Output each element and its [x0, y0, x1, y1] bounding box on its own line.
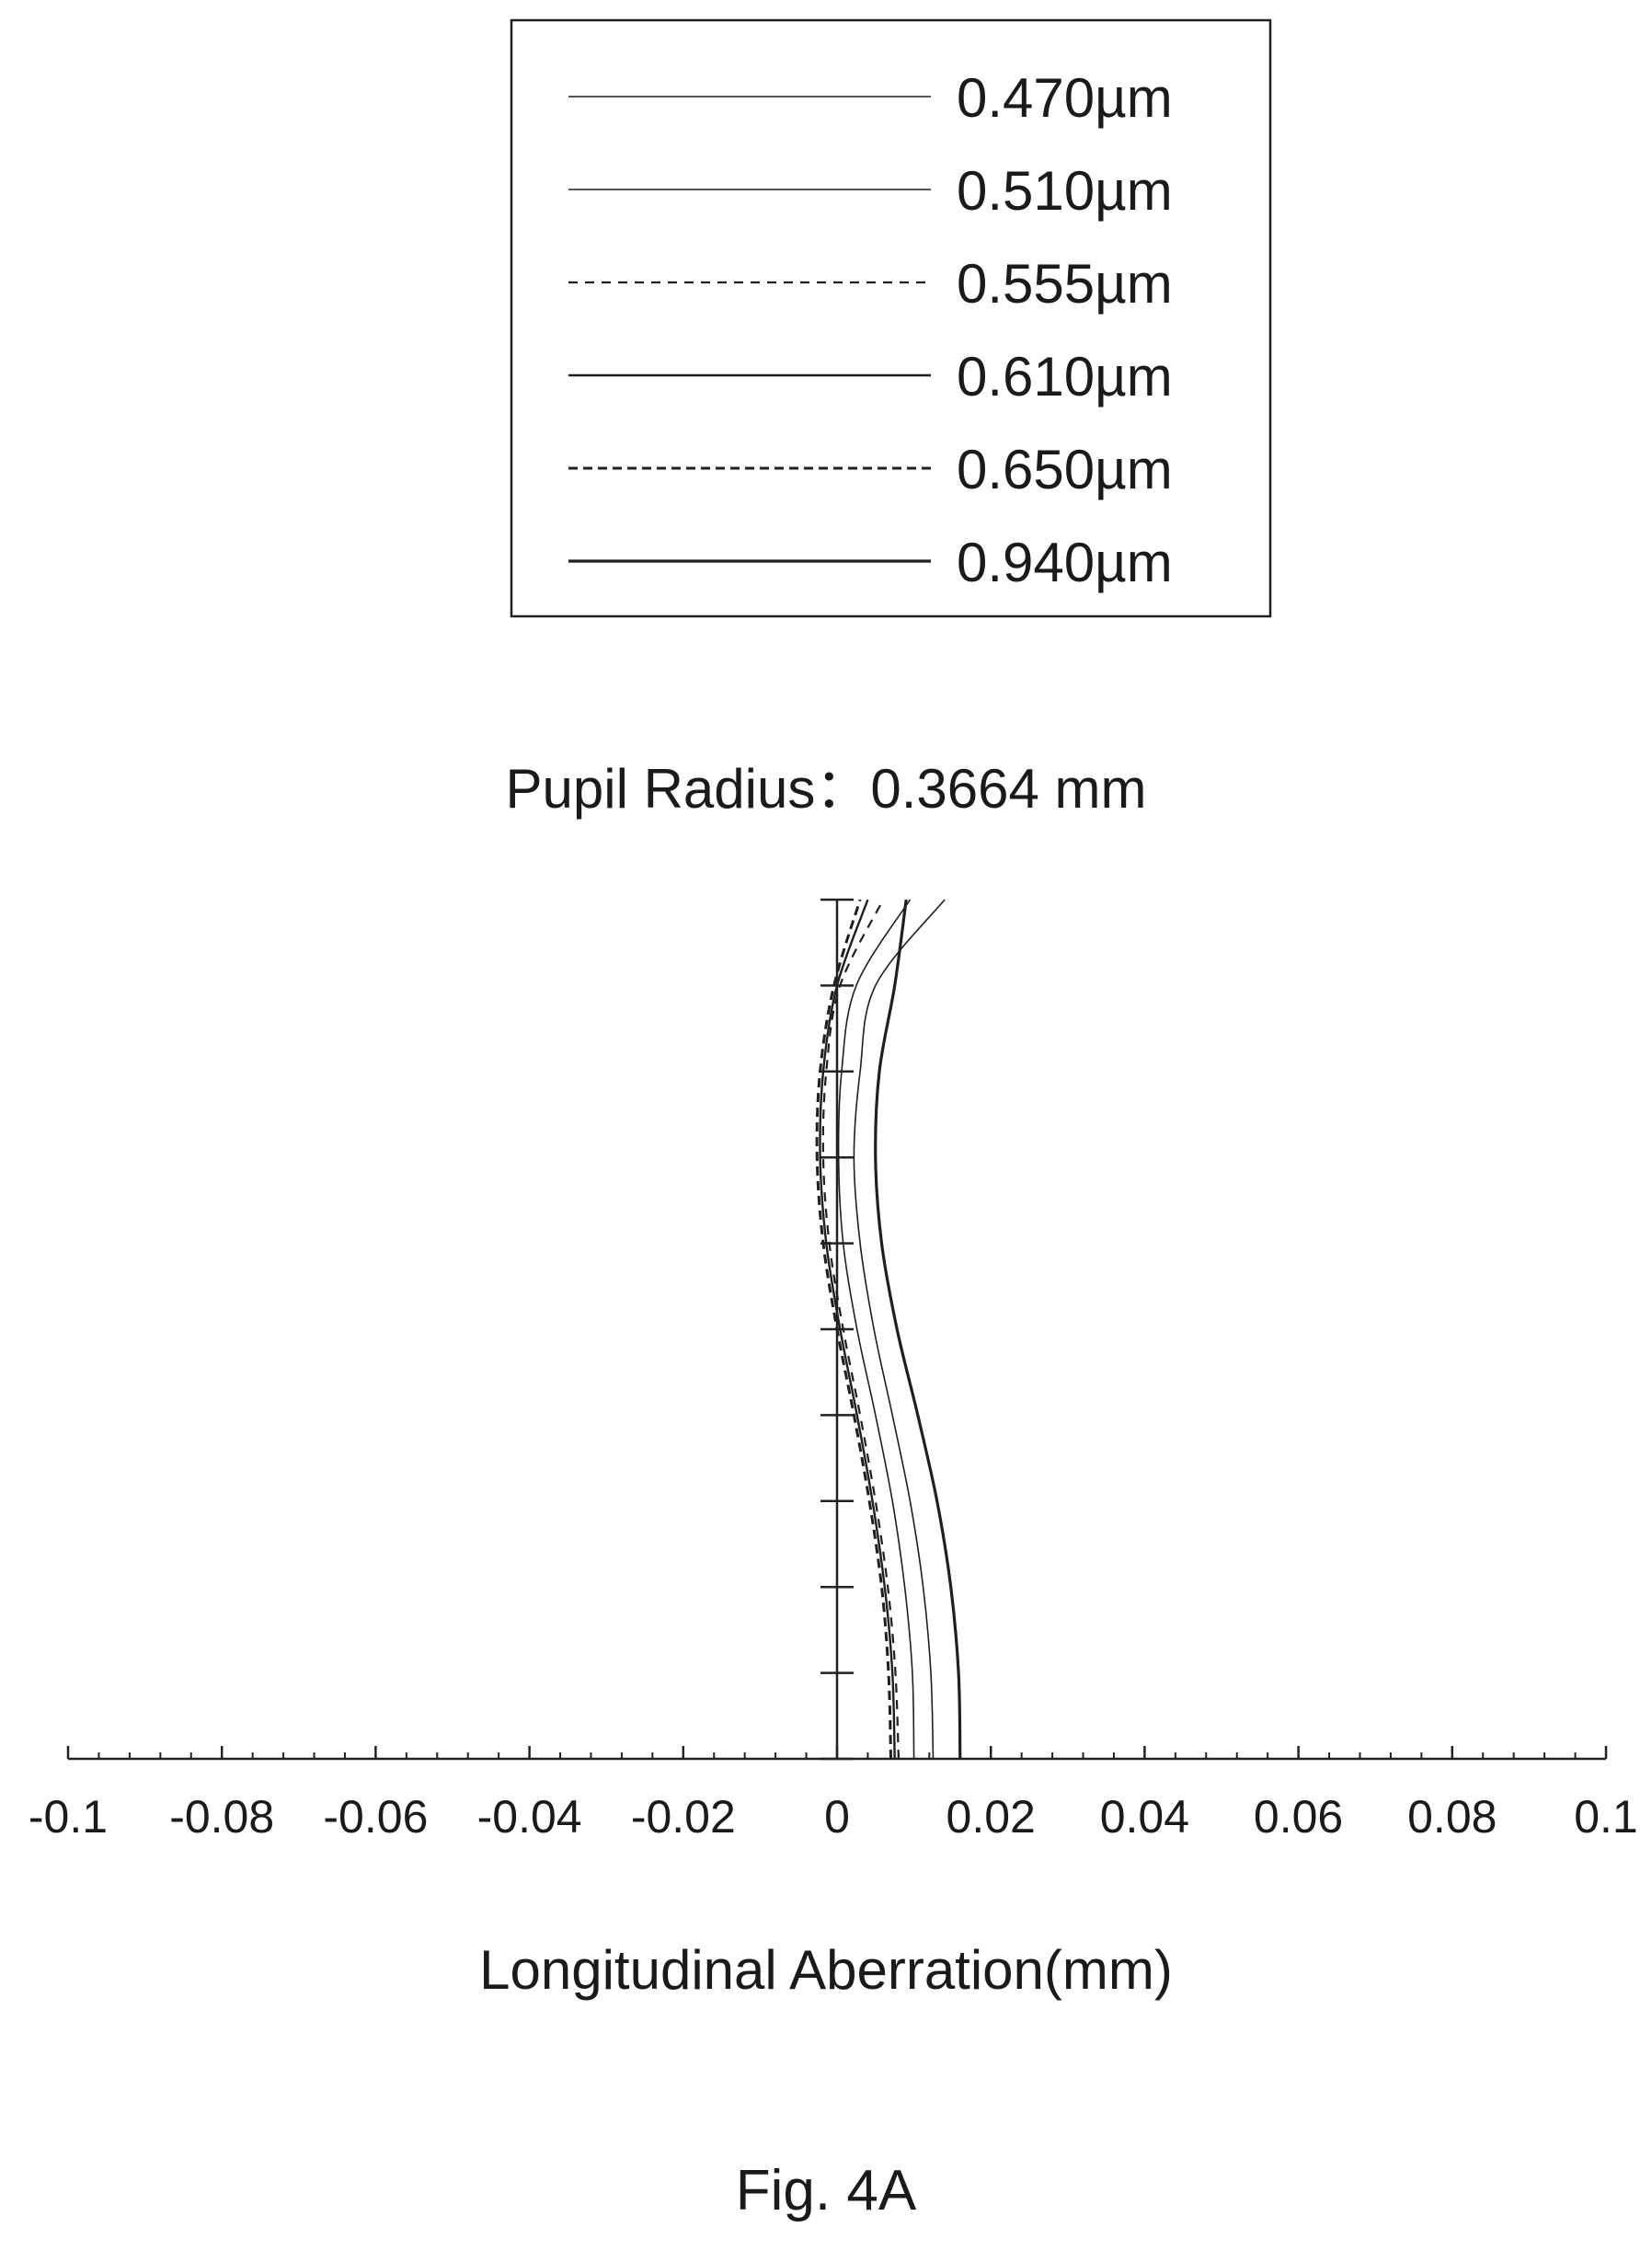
x-tick-label: -0.08 — [169, 1791, 274, 1843]
figure-caption: Fig. 4A — [736, 2159, 917, 2222]
axes: -0.1 -0.08 -0.06 -0.04 -0.02 0 0.02 0.04 0.06 0.0… — [29, 898, 1638, 1843]
series-line-4 — [819, 899, 896, 1760]
legend-label-3: 0.555µm — [957, 253, 1173, 315]
x-tick-label: 0 — [824, 1791, 850, 1843]
x-tick-label: 0.08 — [1407, 1791, 1497, 1843]
legend-frame — [510, 18, 1272, 618]
legend-label-5: 0.650µm — [957, 439, 1173, 500]
legend-label-4: 0.610µm — [957, 346, 1173, 408]
x-tick-label: -0.02 — [631, 1791, 736, 1843]
legend-label-1: 0.470µm — [957, 67, 1173, 129]
chart-subtitle: Pupil Radius：0.3664 mm — [505, 758, 1146, 820]
legend-label-6: 0.940µm — [957, 532, 1173, 593]
series-line-5 — [815, 899, 892, 1760]
legend-label-2: 0.510µm — [957, 160, 1173, 222]
series-line-2 — [837, 899, 915, 1760]
aberration-curves — [815, 899, 962, 1760]
series-line-6 — [874, 899, 962, 1760]
x-tick-label: 0.02 — [946, 1791, 1036, 1843]
x-tick-label: -0.06 — [323, 1791, 428, 1843]
x-tick-label: -0.04 — [477, 1791, 582, 1843]
x-tick-label: 0.1 — [1574, 1791, 1638, 1843]
x-axis-label: Longitudinal Aberration(mm) — [479, 1939, 1173, 2001]
series-line-3 — [821, 899, 900, 1760]
x-tick-label: 0.04 — [1100, 1791, 1189, 1843]
x-tick-label: 0.06 — [1254, 1791, 1343, 1843]
x-tick-label: -0.1 — [29, 1791, 108, 1843]
series-line-1 — [853, 899, 946, 1760]
legend: 0.470µm 0.510µm 0.555µm 0.610µm 0.650µm 0.940… — [510, 18, 1272, 618]
